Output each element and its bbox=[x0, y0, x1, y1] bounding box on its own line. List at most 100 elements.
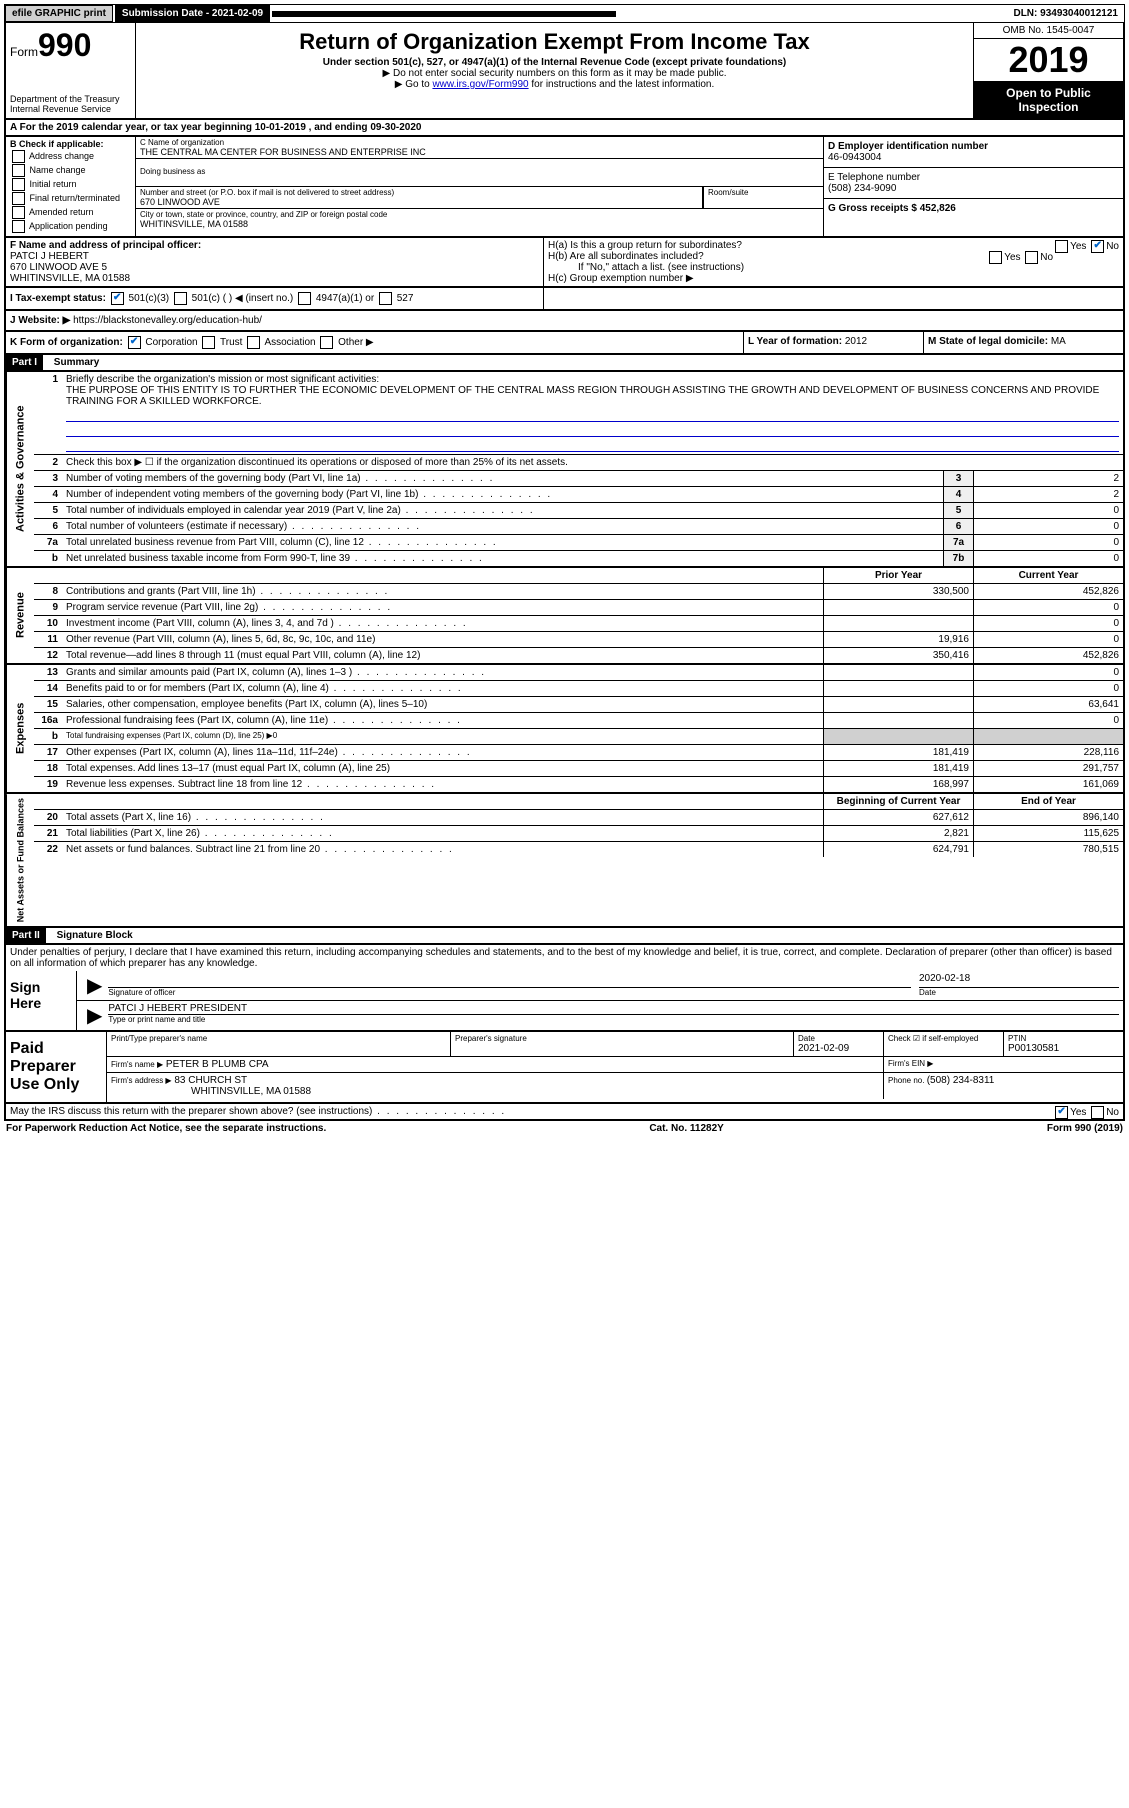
q4-num: 4 bbox=[34, 487, 62, 502]
q21-label: Total liabilities (Part X, line 26) bbox=[62, 826, 823, 841]
opt-4947: 4947(a)(1) or bbox=[316, 293, 374, 304]
hb-yes-checkbox[interactable] bbox=[989, 251, 1002, 264]
q6-num: 6 bbox=[34, 519, 62, 534]
discuss-yes-checkbox[interactable]: ✔ bbox=[1055, 1106, 1068, 1119]
final-return-checkbox[interactable] bbox=[12, 192, 25, 205]
gross-receipts: G Gross receipts $ 452,826 bbox=[828, 203, 956, 214]
desc-underline bbox=[66, 437, 1119, 452]
desc-underline bbox=[66, 407, 1119, 422]
q14-py bbox=[823, 681, 973, 696]
amended-return-checkbox[interactable] bbox=[12, 206, 25, 219]
q9-py bbox=[823, 600, 973, 615]
4947-checkbox[interactable] bbox=[298, 292, 311, 305]
q18-label: Total expenses. Add lines 13–17 (must eq… bbox=[62, 761, 823, 776]
arrow-icon: ▶ bbox=[81, 973, 108, 998]
box-c: C Name of organization THE CENTRAL MA CE… bbox=[136, 137, 823, 236]
prep-sig-label: Preparer's signature bbox=[455, 1034, 789, 1043]
page-footer: For Paperwork Reduction Act Notice, see … bbox=[4, 1121, 1125, 1136]
hc-label: H(c) Group exemption number ▶ bbox=[548, 273, 1119, 284]
footer-center: Cat. No. 11282Y bbox=[649, 1123, 723, 1134]
form-number: 990 bbox=[38, 27, 91, 63]
q15-py bbox=[823, 697, 973, 712]
q16b-label: Total fundraising expenses (Part IX, col… bbox=[62, 729, 823, 744]
form-title-block: Return of Organization Exempt From Incom… bbox=[136, 23, 973, 118]
q4-val: 2 bbox=[973, 487, 1123, 502]
other-checkbox[interactable] bbox=[320, 336, 333, 349]
application-pending-checkbox[interactable] bbox=[12, 220, 25, 233]
sign-here-label: Sign Here bbox=[6, 971, 76, 1030]
rev-side-label: Revenue bbox=[6, 568, 34, 663]
ha-yes-checkbox[interactable] bbox=[1055, 240, 1068, 253]
q4-label: Number of independent voting members of … bbox=[62, 487, 943, 502]
na-side-label: Net Assets or Fund Balances bbox=[6, 794, 34, 926]
q3-label: Number of voting members of the governin… bbox=[62, 471, 943, 486]
discuss-no-checkbox[interactable] bbox=[1091, 1106, 1104, 1119]
q7b-num: b bbox=[34, 551, 62, 566]
q19-cy: 161,069 bbox=[973, 777, 1123, 792]
signature-block: Under penalties of perjury, I declare th… bbox=[4, 945, 1125, 1032]
q16a-label: Professional fundraising fees (Part IX, … bbox=[62, 713, 823, 728]
q10-num: 10 bbox=[34, 616, 62, 631]
q8-label: Contributions and grants (Part VIII, lin… bbox=[62, 584, 823, 599]
q10-py bbox=[823, 616, 973, 631]
addr-label: Number and street (or P.O. box if mail i… bbox=[140, 188, 698, 197]
efile-print-button[interactable]: efile GRAPHIC print bbox=[5, 5, 113, 22]
opt-trust: Trust bbox=[220, 337, 242, 348]
tax-year: 2019 bbox=[974, 39, 1123, 82]
q19-label: Revenue less expenses. Subtract line 18 … bbox=[62, 777, 823, 792]
q7a-val: 0 bbox=[973, 535, 1123, 550]
city-value: WHITINSVILLE, MA 01588 bbox=[140, 219, 819, 229]
form-header: Form990 Department of the Treasury Inter… bbox=[4, 23, 1125, 120]
row-i: I Tax-exempt status: ✔ 501(c)(3) 501(c) … bbox=[6, 288, 543, 309]
association-checkbox[interactable] bbox=[247, 336, 260, 349]
expenses-section: Expenses 13Grants and similar amounts pa… bbox=[4, 665, 1125, 794]
q12-num: 12 bbox=[34, 648, 62, 663]
self-employed-check: Check ☑ if self-employed bbox=[883, 1032, 1003, 1056]
corporation-checkbox[interactable]: ✔ bbox=[128, 336, 141, 349]
501c-checkbox[interactable] bbox=[174, 292, 187, 305]
row-k: K Form of organization: ✔ Corporation Tr… bbox=[4, 332, 1125, 355]
q11-py: 19,916 bbox=[823, 632, 973, 647]
officer-name: PATCI J HEBERT bbox=[10, 251, 89, 262]
name-change-checkbox[interactable] bbox=[12, 164, 25, 177]
q12-label: Total revenue—add lines 8 through 11 (mu… bbox=[62, 648, 823, 663]
q1-label: Briefly describe the organization's miss… bbox=[66, 374, 379, 385]
officer-label: F Name and address of principal officer: bbox=[10, 240, 201, 251]
q16a-num: 16a bbox=[34, 713, 62, 728]
527-checkbox[interactable] bbox=[379, 292, 392, 305]
q2-num: 2 bbox=[34, 455, 62, 470]
begin-year-hdr: Beginning of Current Year bbox=[823, 794, 973, 809]
trust-checkbox[interactable] bbox=[202, 336, 215, 349]
box-b-title: B Check if applicable: bbox=[10, 139, 104, 149]
q16b-num: b bbox=[34, 729, 62, 744]
end-year-hdr: End of Year bbox=[973, 794, 1123, 809]
phone-label: Phone no. bbox=[888, 1076, 927, 1085]
q12-cy: 452,826 bbox=[973, 648, 1123, 663]
officer-group-row: F Name and address of principal officer:… bbox=[4, 238, 1125, 288]
sig-officer-label: Signature of officer bbox=[108, 988, 911, 997]
firm-city: WHITINSVILLE, MA 01588 bbox=[111, 1086, 311, 1097]
firm-addr: 83 CHURCH ST bbox=[174, 1075, 247, 1086]
arrow-icon: ▶ bbox=[81, 1003, 108, 1028]
irs-link[interactable]: www.irs.gov/Form990 bbox=[432, 79, 528, 90]
ha-no-checkbox[interactable]: ✔ bbox=[1091, 240, 1104, 253]
q15-cy: 63,641 bbox=[973, 697, 1123, 712]
q14-num: 14 bbox=[34, 681, 62, 696]
prep-name-label: Print/Type preparer's name bbox=[111, 1034, 446, 1043]
q20-cy: 896,140 bbox=[973, 810, 1123, 825]
initial-return-checkbox[interactable] bbox=[12, 178, 25, 191]
q17-py: 181,419 bbox=[823, 745, 973, 760]
opt-501c: 501(c) ( ) ◀ (insert no.) bbox=[192, 293, 294, 304]
address-change-checkbox[interactable] bbox=[12, 150, 25, 163]
dln-label: DLN: 93493040012121 bbox=[1007, 6, 1124, 21]
opt-other: Other ▶ bbox=[338, 337, 373, 348]
note2-post: for instructions and the latest informat… bbox=[529, 79, 715, 90]
hb-no-checkbox[interactable] bbox=[1025, 251, 1038, 264]
dba-label: Doing business as bbox=[140, 167, 819, 176]
type-print-label: Type or print name and title bbox=[108, 1015, 1119, 1024]
row-a-period: A For the 2019 calendar year, or tax yea… bbox=[4, 120, 1125, 137]
dept-label: Department of the Treasury Internal Reve… bbox=[10, 94, 131, 114]
501c3-checkbox[interactable]: ✔ bbox=[111, 292, 124, 305]
box-f: F Name and address of principal officer:… bbox=[6, 238, 543, 286]
state-domicile: MA bbox=[1051, 336, 1066, 347]
